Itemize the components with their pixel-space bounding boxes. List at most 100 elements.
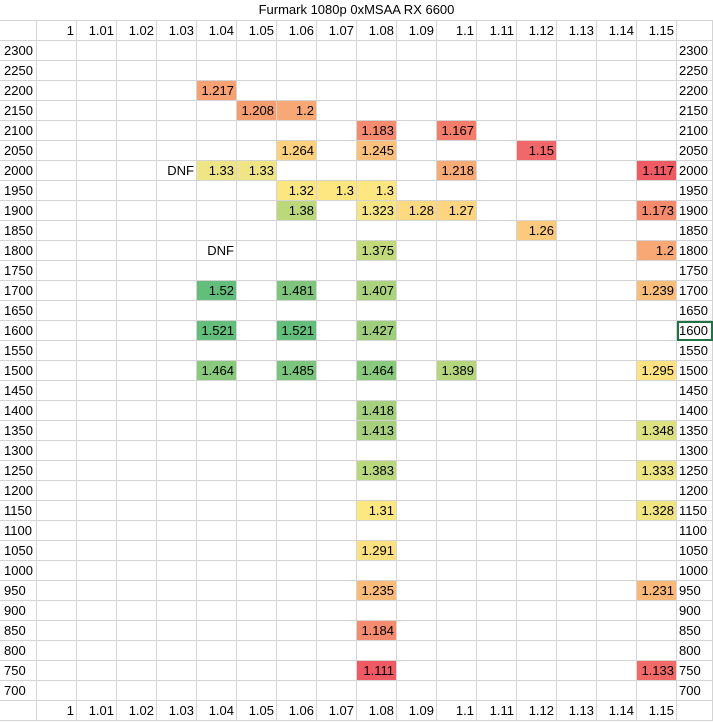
grid-cell[interactable] bbox=[397, 181, 437, 201]
grid-cell[interactable] bbox=[437, 401, 477, 421]
grid-cell[interactable] bbox=[597, 461, 637, 481]
grid-cell[interactable] bbox=[397, 621, 437, 641]
grid-cell[interactable] bbox=[557, 521, 597, 541]
row-label[interactable]: 800 bbox=[0, 641, 37, 661]
grid-cell[interactable] bbox=[77, 621, 117, 641]
grid-cell[interactable] bbox=[77, 261, 117, 281]
grid-cell[interactable] bbox=[317, 321, 357, 341]
value-cell[interactable]: 1.111 bbox=[357, 661, 397, 681]
grid-cell[interactable] bbox=[477, 121, 517, 141]
grid-cell[interactable] bbox=[117, 41, 157, 61]
grid-cell[interactable] bbox=[597, 521, 637, 541]
grid-cell[interactable] bbox=[397, 341, 437, 361]
grid-cell[interactable] bbox=[437, 241, 477, 261]
grid-cell[interactable] bbox=[237, 601, 277, 621]
row-label[interactable]: 2300 bbox=[0, 41, 37, 61]
grid-cell[interactable] bbox=[157, 501, 197, 521]
row-label-right[interactable]: 1500 bbox=[677, 361, 713, 381]
grid-cell[interactable] bbox=[317, 641, 357, 661]
grid-cell[interactable] bbox=[557, 321, 597, 341]
grid-cell[interactable] bbox=[197, 601, 237, 621]
grid-cell[interactable] bbox=[37, 201, 77, 221]
grid-cell[interactable] bbox=[517, 601, 557, 621]
grid-cell[interactable] bbox=[77, 661, 117, 681]
grid-cell[interactable] bbox=[317, 421, 357, 441]
grid-cell[interactable] bbox=[37, 401, 77, 421]
grid-cell[interactable] bbox=[477, 381, 517, 401]
grid-cell[interactable] bbox=[397, 301, 437, 321]
grid-cell[interactable] bbox=[517, 41, 557, 61]
value-cell[interactable]: 1.264 bbox=[277, 141, 317, 161]
grid-cell[interactable] bbox=[437, 661, 477, 681]
grid-cell[interactable] bbox=[397, 421, 437, 441]
grid-cell[interactable] bbox=[597, 541, 637, 561]
grid-cell[interactable] bbox=[397, 401, 437, 421]
row-label[interactable]: 1400 bbox=[0, 401, 37, 421]
grid-cell[interactable] bbox=[37, 661, 77, 681]
grid-cell[interactable] bbox=[557, 661, 597, 681]
grid-cell[interactable] bbox=[397, 661, 437, 681]
grid-cell[interactable] bbox=[197, 501, 237, 521]
grid-cell[interactable] bbox=[517, 441, 557, 461]
grid-cell[interactable] bbox=[197, 341, 237, 361]
grid-cell[interactable] bbox=[317, 301, 357, 321]
grid-cell[interactable] bbox=[117, 461, 157, 481]
column-header[interactable]: 1.02 bbox=[117, 21, 157, 41]
grid-cell[interactable] bbox=[117, 221, 157, 241]
grid-cell[interactable] bbox=[597, 621, 637, 641]
grid-cell[interactable] bbox=[277, 221, 317, 241]
grid-cell[interactable] bbox=[357, 681, 397, 701]
grid-cell[interactable] bbox=[157, 81, 197, 101]
grid-cell[interactable] bbox=[397, 41, 437, 61]
grid-cell[interactable] bbox=[237, 501, 277, 521]
grid-cell[interactable] bbox=[277, 81, 317, 101]
grid-cell[interactable] bbox=[37, 141, 77, 161]
row-label[interactable]: 2100 bbox=[0, 121, 37, 141]
grid-cell[interactable] bbox=[557, 481, 597, 501]
grid-cell[interactable] bbox=[197, 61, 237, 81]
value-cell[interactable]: 1.2 bbox=[637, 241, 677, 261]
grid-cell[interactable] bbox=[397, 281, 437, 301]
grid-cell[interactable] bbox=[357, 301, 397, 321]
row-label-right[interactable]: 1950 bbox=[677, 181, 713, 201]
column-footer[interactable]: 1.15 bbox=[637, 701, 677, 721]
grid-cell[interactable] bbox=[37, 481, 77, 501]
grid-cell[interactable] bbox=[597, 401, 637, 421]
grid-cell[interactable] bbox=[277, 661, 317, 681]
grid-cell[interactable] bbox=[77, 141, 117, 161]
grid-cell[interactable] bbox=[557, 241, 597, 261]
grid-cell[interactable] bbox=[397, 101, 437, 121]
column-footer[interactable]: 1.07 bbox=[317, 701, 357, 721]
value-cell[interactable]: 1.15 bbox=[517, 141, 557, 161]
grid-cell[interactable] bbox=[557, 281, 597, 301]
grid-cell[interactable] bbox=[597, 301, 637, 321]
grid-cell[interactable] bbox=[477, 501, 517, 521]
grid-cell[interactable] bbox=[357, 381, 397, 401]
grid-cell[interactable] bbox=[117, 241, 157, 261]
grid-cell[interactable] bbox=[157, 361, 197, 381]
row-label[interactable]: 1900 bbox=[0, 201, 37, 221]
row-label[interactable]: 1750 bbox=[0, 261, 37, 281]
grid-cell[interactable] bbox=[477, 581, 517, 601]
grid-cell[interactable] bbox=[597, 81, 637, 101]
grid-cell[interactable] bbox=[157, 621, 197, 641]
grid-cell[interactable] bbox=[357, 521, 397, 541]
grid-cell[interactable] bbox=[637, 481, 677, 501]
grid-cell[interactable] bbox=[237, 261, 277, 281]
grid-cell[interactable] bbox=[477, 301, 517, 321]
row-label[interactable]: 1850 bbox=[0, 221, 37, 241]
grid-cell[interactable] bbox=[77, 201, 117, 221]
grid-cell[interactable] bbox=[197, 221, 237, 241]
grid-cell[interactable] bbox=[117, 101, 157, 121]
column-footer[interactable]: 1 bbox=[37, 701, 77, 721]
grid-cell[interactable] bbox=[637, 401, 677, 421]
grid-cell[interactable] bbox=[557, 81, 597, 101]
grid-cell[interactable] bbox=[117, 561, 157, 581]
grid-cell[interactable] bbox=[597, 361, 637, 381]
grid-cell[interactable] bbox=[397, 641, 437, 661]
grid-cell[interactable] bbox=[277, 61, 317, 81]
grid-cell[interactable] bbox=[477, 241, 517, 261]
grid-cell[interactable] bbox=[557, 261, 597, 281]
grid-cell[interactable] bbox=[637, 321, 677, 341]
grid-cell[interactable] bbox=[197, 481, 237, 501]
